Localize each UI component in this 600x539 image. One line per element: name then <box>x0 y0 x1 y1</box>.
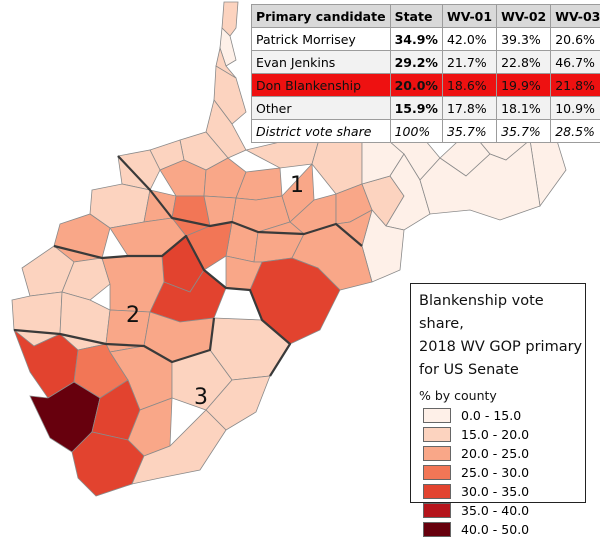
table-row: Other 15.9% 17.8% 18.1% 10.9% <box>252 97 600 120</box>
legend-item: 40.0 - 50.0 <box>419 520 585 539</box>
legend-swatch <box>423 465 451 480</box>
legend-swatch <box>423 408 451 423</box>
state-share: 29.2% <box>390 51 442 74</box>
legend-item: 20.0 - 25.0 <box>419 444 585 463</box>
state-share: 20.0% <box>390 74 442 97</box>
state-share: 15.9% <box>390 97 442 120</box>
legend-item: 0.0 - 15.0 <box>419 406 585 425</box>
legend-item: 35.0 - 40.0 <box>419 501 585 520</box>
results-header-row: Primary candidate State WV-01 WV-02 WV-0… <box>252 5 600 28</box>
legend-swatch <box>423 522 451 537</box>
legend-subtitle: % by county <box>419 388 585 403</box>
candidate-name: Other <box>252 97 391 120</box>
legend-label: 40.0 - 50.0 <box>461 522 529 537</box>
header-wv03: WV-03 <box>551 5 600 28</box>
wv02-share: 35.7% <box>497 120 551 143</box>
legend-label: 30.0 - 35.0 <box>461 484 529 499</box>
candidate-name: Don Blankenship <box>252 74 391 97</box>
legend-label: 25.0 - 30.0 <box>461 465 529 480</box>
results-table: Primary candidate State WV-01 WV-02 WV-0… <box>251 4 600 143</box>
legend-label: 0.0 - 15.0 <box>461 408 521 423</box>
legend-label: 20.0 - 25.0 <box>461 446 529 461</box>
district-label-3: 3 <box>194 385 208 410</box>
legend-swatch <box>423 446 451 461</box>
table-row: Evan Jenkins 29.2% 21.7% 22.8% 46.7% <box>252 51 600 74</box>
wv03-share: 46.7% <box>551 51 600 74</box>
legend-swatch <box>423 484 451 499</box>
wv01-share: 35.7% <box>442 120 496 143</box>
wv03-share: 21.8% <box>551 74 600 97</box>
legend-title-line1: Blankenship vote share, <box>419 290 585 336</box>
wv02-share: 22.8% <box>497 51 551 74</box>
district-label-1: 1 <box>290 173 304 198</box>
legend-item: 25.0 - 30.0 <box>419 463 585 482</box>
state-share: 34.9% <box>390 28 442 51</box>
candidate-name: District vote share <box>252 120 391 143</box>
candidate-name: Patrick Morrisey <box>252 28 391 51</box>
table-row-highlighted: Don Blankenship 20.0% 18.6% 19.9% 21.8% <box>252 74 600 97</box>
state-share: 100% <box>390 120 442 143</box>
header-candidate: Primary candidate <box>252 5 391 28</box>
legend-title-line3: for US Senate <box>419 359 585 382</box>
candidate-name: Evan Jenkins <box>252 51 391 74</box>
wv02-share: 18.1% <box>497 97 551 120</box>
wv01-share: 17.8% <box>442 97 496 120</box>
wv02-share: 19.9% <box>497 74 551 97</box>
wv03-share: 20.6% <box>551 28 600 51</box>
legend-title-line2: 2018 WV GOP primary <box>419 336 585 359</box>
header-wv02: WV-02 <box>497 5 551 28</box>
legend-label: 15.0 - 20.0 <box>461 427 529 442</box>
table-row: Patrick Morrisey 34.9% 42.0% 39.3% 20.6% <box>252 28 600 51</box>
wv01-share: 42.0% <box>442 28 496 51</box>
wv03-share: 28.5% <box>551 120 600 143</box>
legend-swatch <box>423 427 451 442</box>
wv01-share: 21.7% <box>442 51 496 74</box>
legend-item: 15.0 - 20.0 <box>419 425 585 444</box>
legend-label: 35.0 - 40.0 <box>461 503 529 518</box>
county-preston <box>312 134 362 194</box>
header-state: State <box>390 5 442 28</box>
legend-swatch <box>423 503 451 518</box>
map-legend: Blankenship vote share, 2018 WV GOP prim… <box>410 283 586 503</box>
wv01-share: 18.6% <box>442 74 496 97</box>
district-label-2: 2 <box>126 303 140 328</box>
header-wv01: WV-01 <box>442 5 496 28</box>
wv03-share: 10.9% <box>551 97 600 120</box>
legend-item: 30.0 - 35.0 <box>419 482 585 501</box>
table-row: District vote share 100% 35.7% 35.7% 28.… <box>252 120 600 143</box>
wv02-share: 39.3% <box>497 28 551 51</box>
